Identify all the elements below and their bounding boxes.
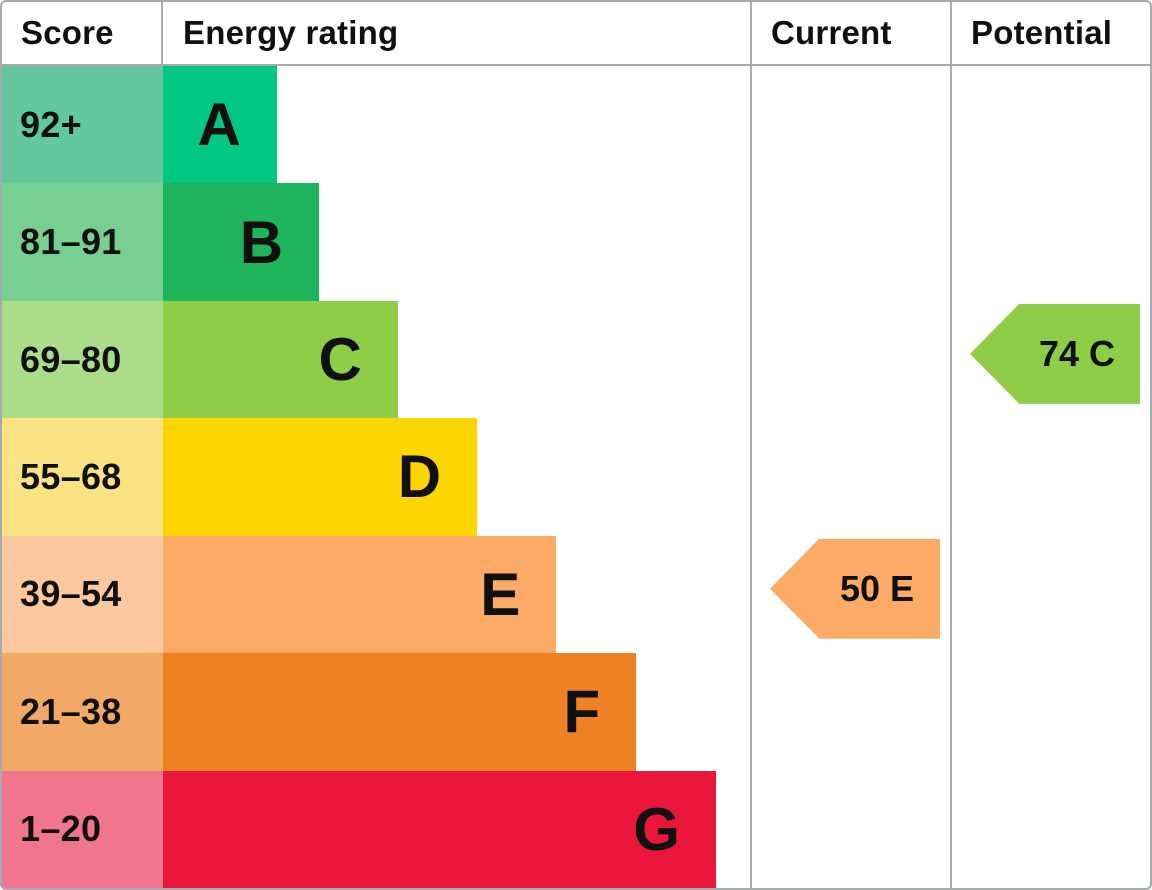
rating-letter: D — [397, 443, 442, 511]
current-cell — [750, 66, 950, 184]
rating-letter: B — [239, 208, 284, 276]
potential-cell: 74 C — [950, 300, 1150, 419]
header-score: Score — [2, 2, 163, 64]
score-cell: 21–38 — [2, 653, 163, 771]
potential-cell — [950, 66, 1150, 184]
current-cell — [750, 770, 950, 888]
rating-bar: F — [163, 653, 637, 771]
rating-letter: A — [197, 91, 241, 159]
score-cell: 1–20 — [2, 770, 163, 888]
table-header-row: Score Energy rating Current Potential — [2, 2, 1150, 66]
header-current: Current — [750, 2, 950, 64]
current-rating-label: 50 E — [839, 567, 915, 609]
rating-bands: 92+ A 81–91 B 69–80 C 74 C 55–68 — [2, 66, 1150, 888]
potential-cell — [950, 535, 1150, 654]
potential-cell — [950, 183, 1150, 301]
score-cell: 39–54 — [2, 535, 163, 654]
rating-letter: C — [318, 326, 362, 394]
potential-cell — [950, 653, 1150, 771]
band-row-e: 39–54 E 50 E — [2, 535, 1150, 654]
potential-rating-arrow: 74 C — [970, 303, 1140, 404]
score-cell: 81–91 — [2, 183, 163, 301]
band-row-g: 1–20 G — [2, 770, 1150, 888]
band-row-d: 55–68 D — [2, 418, 1150, 536]
rating-bar: A — [163, 66, 277, 184]
current-cell — [750, 300, 950, 419]
bar-cell: B — [163, 183, 750, 301]
rating-bar: E — [163, 535, 557, 654]
score-cell: 92+ — [2, 66, 163, 184]
score-cell: 69–80 — [2, 300, 163, 419]
bar-cell: F — [163, 653, 750, 771]
bar-cell: D — [163, 418, 750, 536]
rating-bar: B — [163, 183, 320, 301]
current-cell — [750, 418, 950, 536]
header-energy-rating: Energy rating — [183, 14, 399, 51]
rating-bar: G — [163, 770, 716, 888]
rating-letter: E — [480, 560, 521, 628]
band-row-b: 81–91 B — [2, 183, 1150, 301]
rating-letter: G — [633, 795, 680, 863]
rating-letter: F — [563, 678, 601, 746]
current-cell — [750, 653, 950, 771]
potential-cell — [950, 770, 1150, 888]
bar-cell: G — [163, 770, 750, 888]
bar-cell: A — [163, 66, 750, 184]
score-cell: 55–68 — [2, 418, 163, 536]
header-potential: Potential — [950, 2, 1150, 64]
band-row-c: 69–80 C 74 C — [2, 300, 1150, 419]
current-cell — [750, 183, 950, 301]
potential-rating-label: 74 C — [1038, 332, 1116, 374]
rating-bar: D — [163, 418, 478, 536]
rating-bar: C — [163, 300, 398, 419]
bar-cell: E — [163, 535, 750, 654]
current-cell: 50 E — [750, 535, 950, 654]
bar-cell: C — [163, 300, 750, 419]
band-row-a: 92+ A — [2, 66, 1150, 184]
current-rating-arrow: 50 E — [770, 538, 940, 639]
band-row-f: 21–38 F — [2, 653, 1150, 771]
potential-cell — [950, 418, 1150, 536]
